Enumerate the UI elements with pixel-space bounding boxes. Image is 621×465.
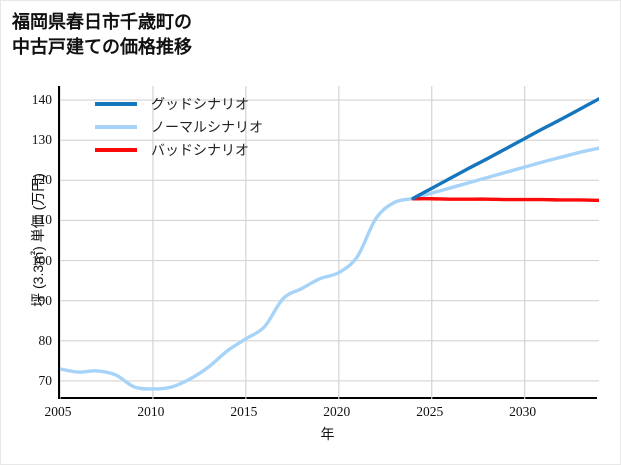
x-tick-label: 2030 xyxy=(509,404,537,419)
x-tick-label: 2020 xyxy=(323,404,351,419)
y-tick-label: 140 xyxy=(31,92,52,108)
y-tick-label: 110 xyxy=(32,212,52,228)
y-axis-tick-labels: 70 80 90 100 110 120 130 140 xyxy=(8,86,52,399)
legend-item[interactable]: ノーマルシナリオ xyxy=(95,115,305,138)
legend-item-label: バッドシナリオ xyxy=(151,141,249,158)
series-line xyxy=(60,146,599,391)
y-tick-label: 130 xyxy=(31,132,52,148)
legend-color-swatch xyxy=(95,124,137,129)
legend-item-label: グッドシナリオ xyxy=(151,95,249,112)
chart-canvas xyxy=(60,86,599,399)
chart-legend: グッドシナリオ ノーマルシナリオ バッドシナリオ xyxy=(95,92,305,161)
legend-item[interactable]: バッドシナリオ xyxy=(95,138,305,161)
page-title: 福岡県春日市千歳町の 中古戸建ての価格推移 xyxy=(12,12,192,57)
gridlines xyxy=(60,86,599,399)
series-line xyxy=(411,97,599,201)
legend-color-swatch xyxy=(95,147,137,152)
x-tick-label: 2005 xyxy=(44,404,72,419)
legend-item-label: ノーマルシナリオ xyxy=(151,118,263,135)
plot-area xyxy=(58,86,599,399)
x-tick-label: 2015 xyxy=(230,404,258,419)
series-lines xyxy=(60,97,599,391)
x-tick-label: 2010 xyxy=(137,404,165,419)
y-tick-label: 120 xyxy=(31,172,52,188)
series-line xyxy=(411,197,599,203)
y-tick-label: 80 xyxy=(38,332,53,348)
y-tick-label: 100 xyxy=(31,252,52,268)
y-tick-label: 90 xyxy=(38,292,53,308)
legend-item[interactable]: グッドシナリオ xyxy=(95,92,305,115)
x-axis-tick-labels: 2005 2010 2015 2020 2025 2030 xyxy=(45,404,597,424)
x-tick-label: 2025 xyxy=(416,404,444,419)
y-tick-label: 70 xyxy=(38,372,53,388)
x-axis-label: 年 xyxy=(320,426,335,442)
legend-color-swatch xyxy=(95,101,137,106)
